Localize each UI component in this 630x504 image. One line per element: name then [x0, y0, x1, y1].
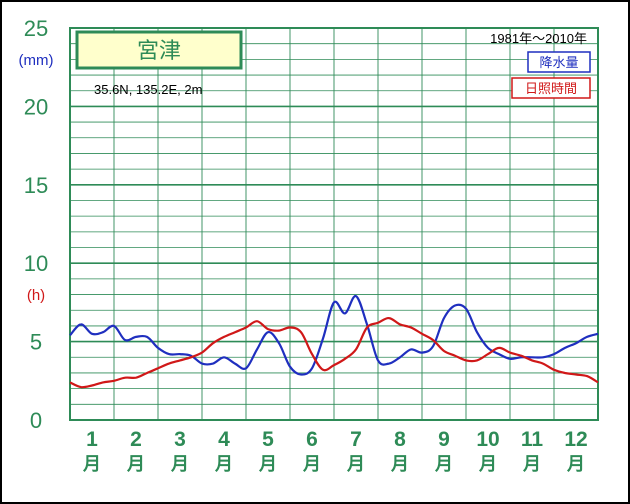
station-box	[75, 30, 243, 70]
x-tick-unit: 月	[434, 454, 453, 475]
x-tick-unit: 月	[522, 454, 541, 475]
y-tick-label: 25	[24, 16, 48, 41]
x-tick-unit: 月	[478, 454, 497, 475]
y-unit-mm: (mm)	[19, 52, 54, 69]
x-tick-unit: 月	[390, 454, 409, 475]
x-axis: 1 月 2 月 3 月 4 月 5 月 6 月 7 月 8 月 9 月 10 月 11 月 12 月	[82, 428, 588, 475]
x-tick-unit: 月	[126, 454, 145, 475]
y-tick-label: 0	[30, 408, 42, 433]
x-tick-label: 7	[350, 428, 362, 451]
station-name: 宮津	[137, 39, 181, 64]
x-tick-label: 11	[521, 428, 544, 451]
sunshine-line	[69, 316, 599, 389]
x-tick-unit: 月	[214, 454, 233, 475]
precipitation-line	[69, 295, 599, 376]
legend-sun-label: 日照時間	[525, 82, 577, 97]
legend-precip-label: 降水量	[539, 56, 578, 71]
x-tick-unit: 月	[566, 454, 585, 475]
x-tick-unit: 月	[346, 454, 365, 475]
x-tick-label: 9	[438, 428, 450, 451]
y-tick-label: 5	[30, 330, 42, 355]
station-location: 35.6N, 135.2E, 2m	[94, 82, 202, 97]
period-label: 1981年〜2010年	[490, 31, 587, 46]
x-tick-unit: 月	[82, 454, 101, 475]
x-tick-unit: 月	[170, 454, 189, 475]
x-tick-label: 5	[262, 428, 274, 451]
x-tick-label: 8	[394, 428, 406, 451]
x-tick-label: 6	[306, 428, 318, 451]
grid	[69, 27, 599, 421]
x-tick-label: 2	[130, 428, 142, 451]
x-tick-label: 1	[86, 428, 98, 451]
y-tick-label: 10	[24, 251, 48, 276]
legend-sun-box	[511, 77, 591, 99]
x-tick-unit: 月	[258, 454, 277, 475]
x-tick-label: 4	[218, 428, 230, 451]
x-tick-label: 3	[174, 428, 186, 451]
x-tick-label: 12	[564, 428, 587, 451]
y-tick-label: 20	[24, 94, 48, 119]
series-lines	[69, 295, 599, 389]
legend-precip-box	[527, 51, 591, 73]
y-axis: 0 5 10 15 20 25	[24, 16, 48, 433]
y-unit-h: (h)	[27, 287, 45, 304]
x-tick-unit: 月	[302, 454, 321, 475]
x-tick-label: 10	[476, 428, 499, 451]
y-tick-label: 15	[24, 173, 48, 198]
